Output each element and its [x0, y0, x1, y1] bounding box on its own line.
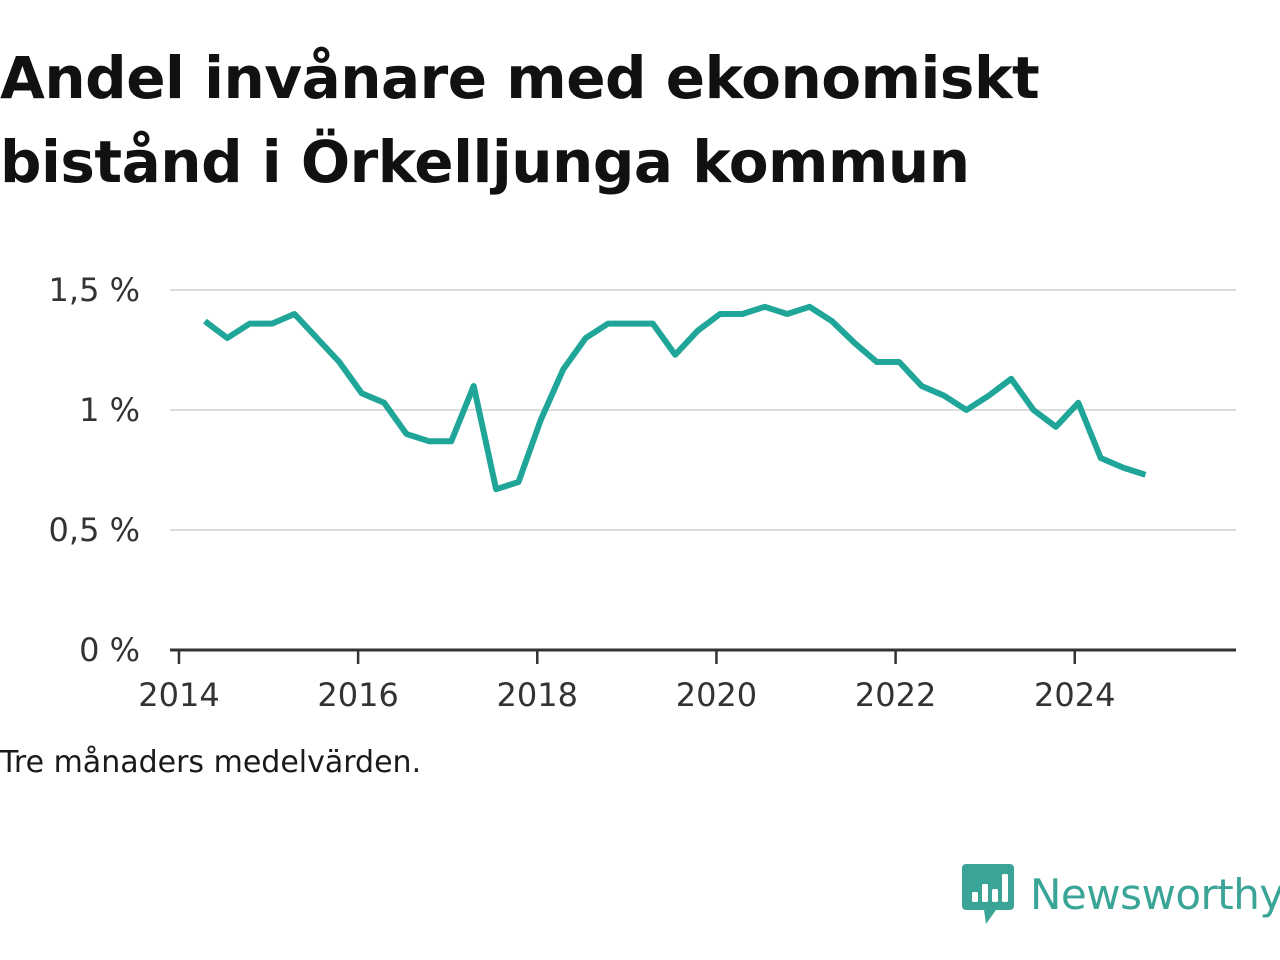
- y-tick-label: 1 %: [79, 391, 140, 429]
- y-tick-label: 1,5 %: [49, 271, 140, 309]
- newsworthy-logo-icon: [962, 864, 1014, 924]
- x-tick-label: 2020: [676, 676, 757, 714]
- gridlines: [170, 289, 1236, 531]
- line-chart: 0 % 0,5 % 1 % 1,5 % 2014 2016 2018 2020 2022 202…: [49, 271, 1236, 714]
- y-tick-label: 0,5 %: [49, 511, 140, 549]
- x-tick-label: 2024: [1034, 676, 1115, 714]
- x-tick-label: 2016: [317, 676, 398, 714]
- brand-name: Newsworthy: [1030, 869, 1280, 919]
- brand-logo: Newsworthy: [962, 862, 1280, 926]
- series-layer: [203, 303, 1147, 493]
- x-tick-label: 2022: [855, 676, 936, 714]
- x-tick-label: 2018: [497, 676, 578, 714]
- chart-title: Andel invånare med ekonomiskt bistånd i …: [0, 44, 1040, 196]
- series-line: [203, 303, 1147, 493]
- y-axis-tick-labels: 0 % 0,5 % 1 % 1,5 %: [49, 271, 140, 669]
- x-axis: [170, 648, 1236, 664]
- y-tick-label: 0 %: [79, 631, 140, 669]
- footnote: Tre månaders medelvärden.: [0, 745, 422, 780]
- x-tick-label: 2014: [138, 676, 219, 714]
- x-axis-tick-labels: 2014 2016 2018 2020 2022 2024: [138, 676, 1115, 714]
